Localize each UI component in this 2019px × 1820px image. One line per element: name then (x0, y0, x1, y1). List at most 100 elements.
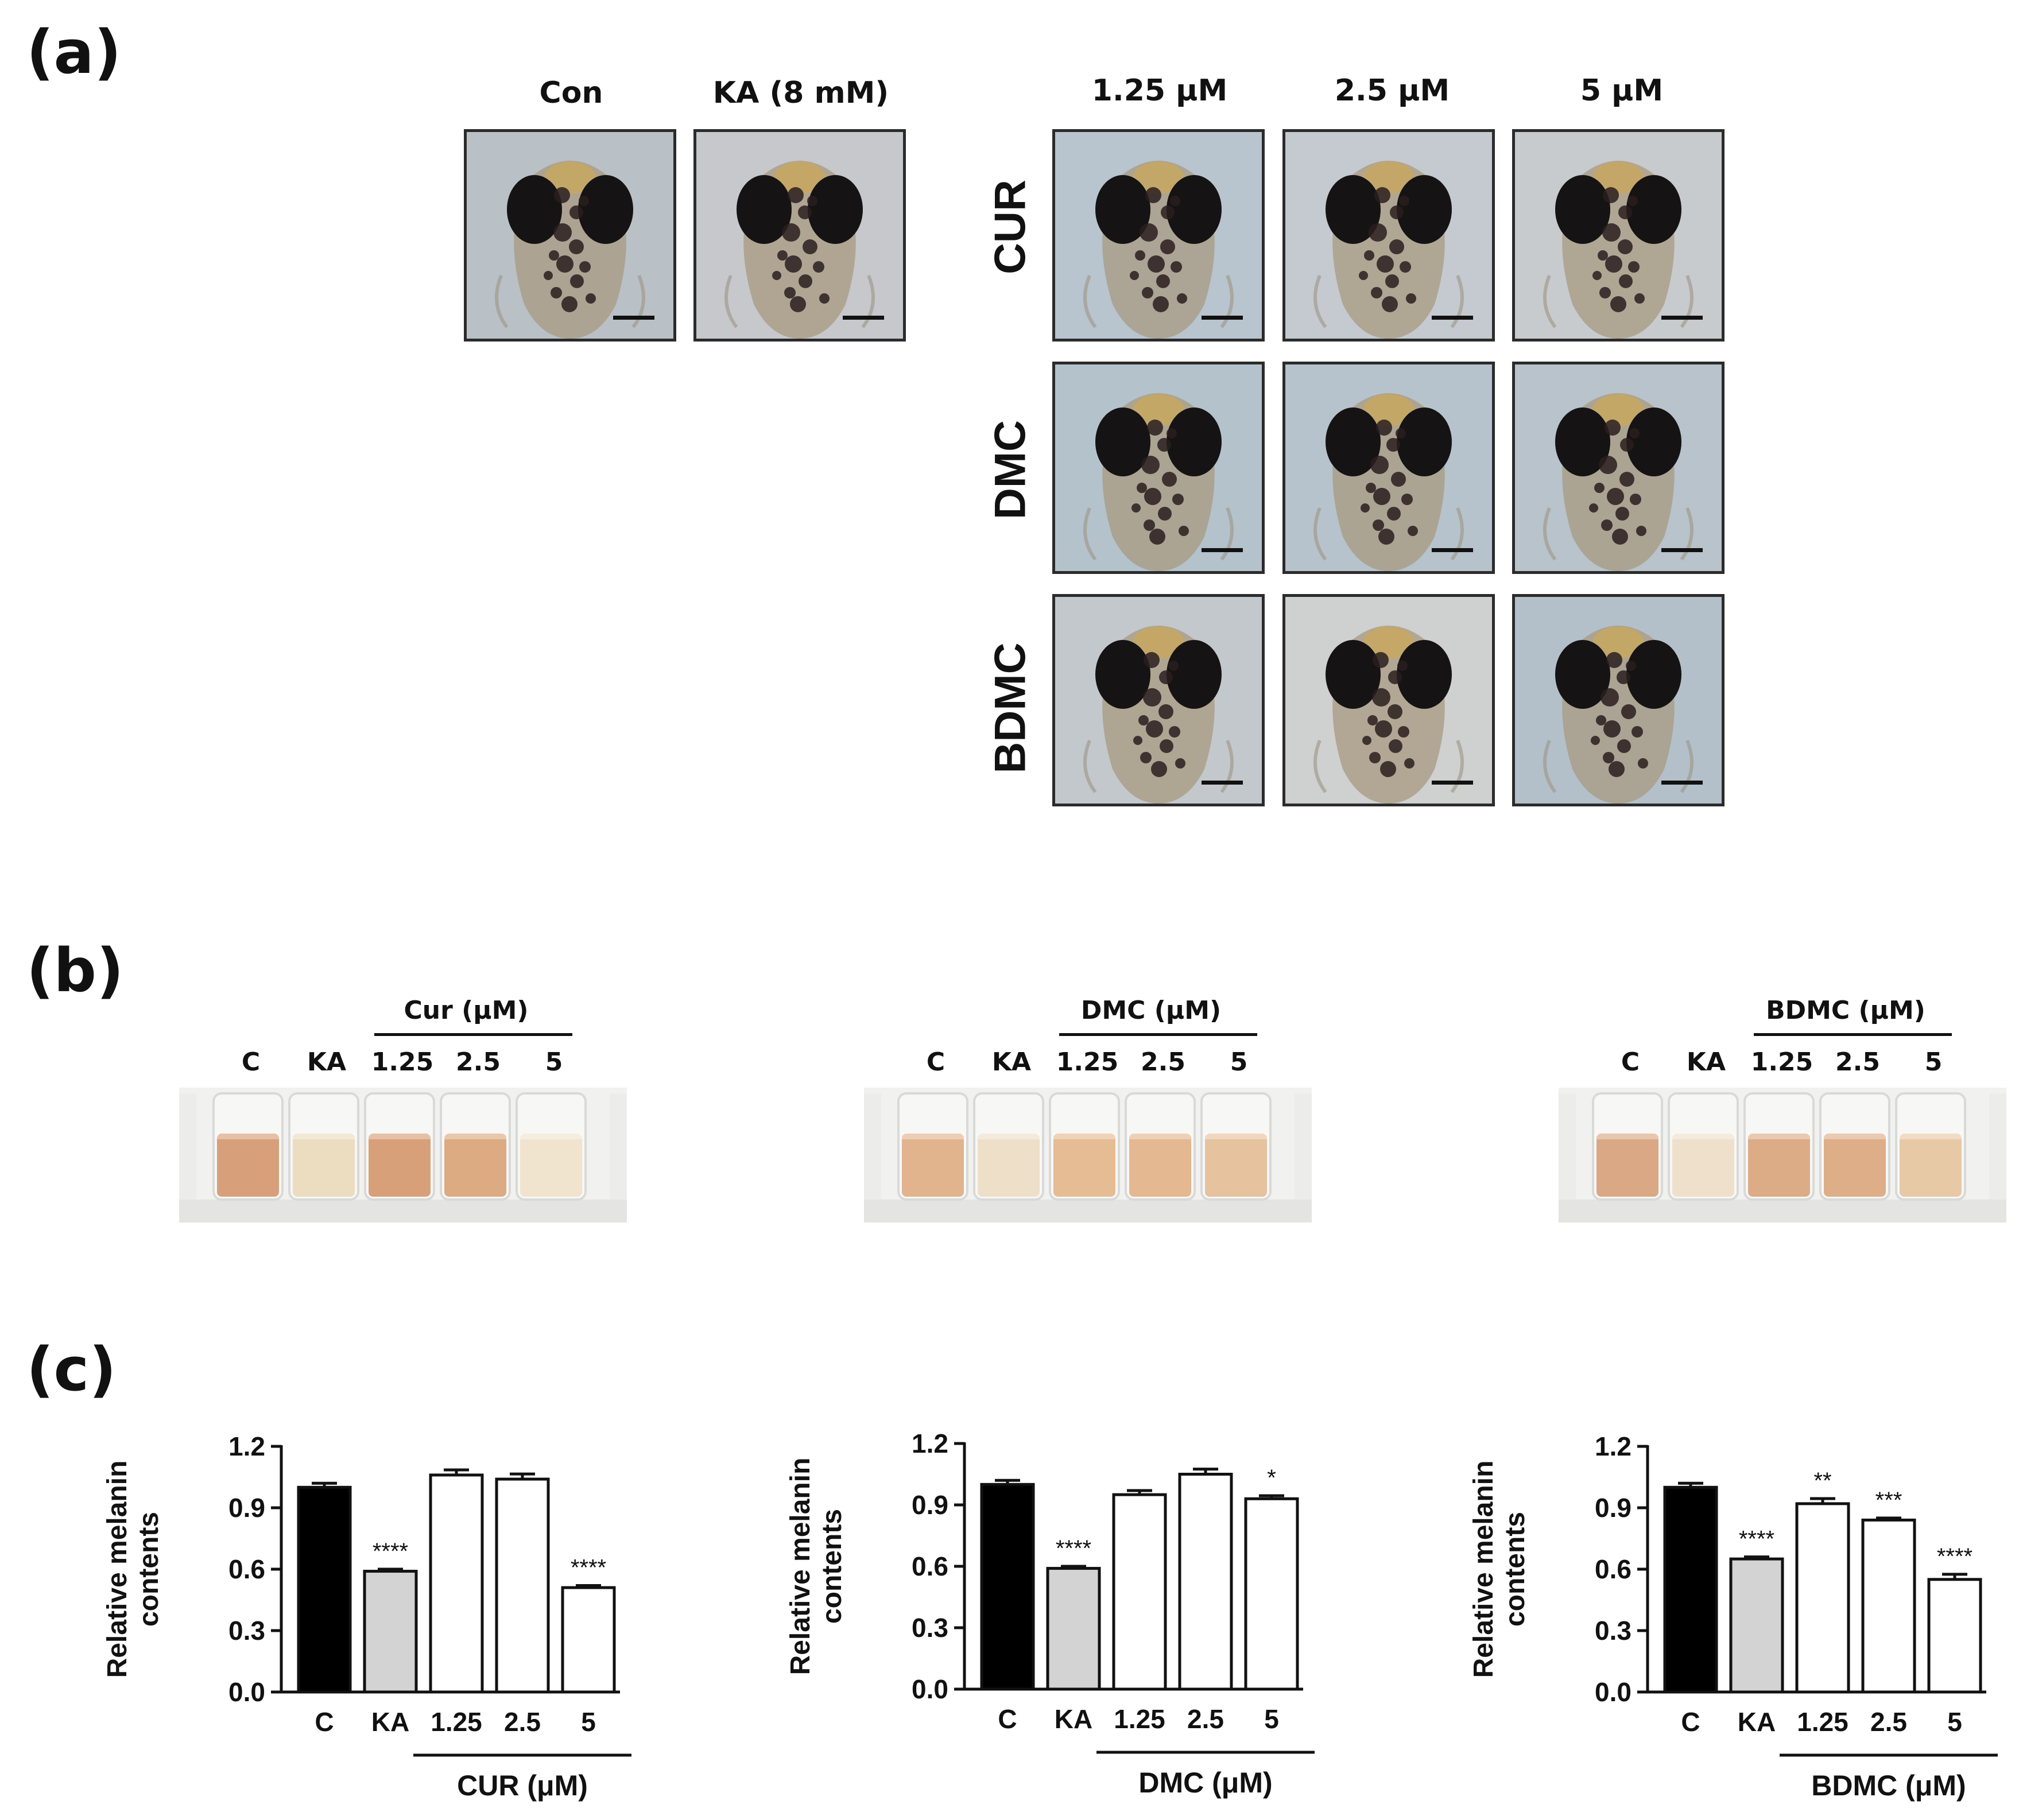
y-tick-label: 0.6 (1595, 1554, 1632, 1584)
x-tick-label: 5 (1264, 1704, 1279, 1734)
panel-b-letter: (b) (26, 936, 124, 1006)
vial-label: 1.25 (371, 1047, 434, 1077)
y-tick-label: 0.9 (228, 1493, 265, 1523)
x-tick-label: KA (1055, 1704, 1092, 1734)
bar-KA (1729, 1557, 1784, 1694)
vial-label: 1.25 (1056, 1047, 1119, 1077)
y-tick-label: 0.9 (1595, 1493, 1632, 1523)
bar-1.25 (1112, 1493, 1167, 1691)
bar-5 (1244, 1497, 1299, 1691)
vial-label: KA (307, 1047, 347, 1077)
y-tick-label: 1.2 (1595, 1431, 1632, 1461)
col-label-con: Con (539, 76, 603, 110)
vial-label: C (1621, 1047, 1640, 1077)
y-tick-label: 1.2 (912, 1429, 948, 1458)
vial-group-line (374, 1033, 572, 1036)
row-label-cur: CUR (986, 180, 1035, 274)
significance-marker: ** (1813, 1468, 1831, 1493)
x-tick-label: C (1681, 1707, 1700, 1737)
vial-label: C (241, 1047, 261, 1077)
vial-strip-photo (864, 1088, 1312, 1223)
bar-KA (363, 1570, 418, 1694)
bar-2.5 (1861, 1518, 1916, 1694)
significance-marker: **** (571, 1555, 606, 1581)
y-tick-label: 0.6 (228, 1554, 265, 1584)
vial-label: 5 (1230, 1047, 1248, 1077)
bar-C (1663, 1485, 1718, 1694)
vial-label: 5 (545, 1047, 563, 1077)
bar-2.5 (1178, 1473, 1233, 1691)
significance-marker: **** (1056, 1536, 1091, 1561)
vial-group-line (1059, 1033, 1257, 1036)
fish-bdmc-1-25 (1052, 594, 1265, 806)
x-tick-label: KA (1738, 1707, 1776, 1737)
y-axis-title: contents (134, 1512, 164, 1627)
fish-cur-1-25 (1052, 129, 1265, 342)
significance-marker: **** (373, 1539, 408, 1564)
significance-marker: * (1267, 1465, 1276, 1491)
row-label-dmc: DMC (986, 420, 1035, 520)
vial-label: KA (1686, 1047, 1726, 1077)
col-label-ka: KA (8 mM) (712, 76, 889, 110)
fish-cur-5 (1512, 129, 1725, 342)
significance-marker: **** (1739, 1527, 1774, 1552)
bar-C (297, 1485, 352, 1694)
panel-c-letter: (c) (26, 1334, 117, 1404)
vial-group-label: BDMC (μM) (1766, 996, 1925, 1025)
fish-con (464, 129, 676, 342)
bar-C (980, 1483, 1035, 1691)
x-tick-label: 1.25 (431, 1707, 482, 1737)
fish-dmc-5 (1512, 362, 1725, 574)
significance-marker: **** (1937, 1544, 1973, 1569)
vial-group-label: Cur (μM) (404, 996, 529, 1025)
col-label-5: 5 μM (1580, 73, 1664, 108)
y-tick-label: 0.3 (228, 1616, 265, 1646)
vial-label: 2.5 (456, 1047, 501, 1077)
y-tick-label: 0.0 (228, 1677, 265, 1707)
fish-ka (693, 129, 906, 342)
col-label-2-5: 2.5 μM (1334, 73, 1450, 108)
bar-1.25 (429, 1473, 484, 1694)
fish-dmc-2-5 (1282, 362, 1495, 574)
vial-label: 5 (1924, 1047, 1943, 1077)
y-tick-label: 0.0 (1595, 1677, 1632, 1707)
y-tick-label: 0.0 (912, 1674, 948, 1704)
vial-label: 2.5 (1835, 1047, 1880, 1077)
y-axis-title: contents (817, 1509, 847, 1624)
vial-group-label: DMC (μM) (1080, 996, 1222, 1025)
x-tick-label: 2.5 (504, 1707, 541, 1737)
x-tick-label: 1.25 (1114, 1704, 1165, 1734)
y-tick-label: 0.9 (912, 1490, 948, 1520)
x-group-label: DMC (μM) (1138, 1767, 1272, 1799)
fish-bdmc-2-5 (1282, 594, 1495, 806)
col-label-1-25: 1.25 μM (1091, 73, 1228, 108)
vial-label: 2.5 (1141, 1047, 1185, 1077)
vial-label: KA (991, 1047, 1032, 1077)
bar-1.25 (1795, 1502, 1850, 1694)
x-tick-label: C (315, 1707, 334, 1737)
x-tick-label: 5 (1947, 1707, 1962, 1737)
x-tick-label: 5 (581, 1707, 596, 1737)
y-tick-label: 0.6 (912, 1551, 948, 1581)
row-label-bdmc: BDMC (986, 642, 1035, 774)
x-tick-label: 2.5 (1187, 1704, 1224, 1734)
x-tick-label: KA (371, 1707, 409, 1737)
x-tick-label: C (998, 1704, 1017, 1734)
vial-strip-photo (179, 1088, 627, 1223)
y-tick-label: 0.3 (1595, 1616, 1632, 1646)
panel-a-letter: (a) (26, 17, 122, 87)
y-axis-title: Relative melanin (1468, 1461, 1499, 1678)
x-group-label: BDMC (μM) (1811, 1769, 1966, 1802)
bar-KA (1046, 1567, 1101, 1691)
y-axis-title: contents (1500, 1512, 1530, 1627)
x-tick-label: 1.25 (1797, 1707, 1849, 1737)
fish-dmc-1-25 (1052, 362, 1265, 574)
y-tick-label: 1.2 (228, 1431, 265, 1461)
vial-group-line (1754, 1033, 1952, 1036)
fish-cur-2-5 (1282, 129, 1495, 342)
fish-bdmc-5 (1512, 594, 1725, 806)
x-group-label: CUR (μM) (457, 1769, 588, 1802)
vial-label: 1.25 (1750, 1047, 1813, 1077)
y-tick-label: 0.3 (912, 1613, 948, 1643)
